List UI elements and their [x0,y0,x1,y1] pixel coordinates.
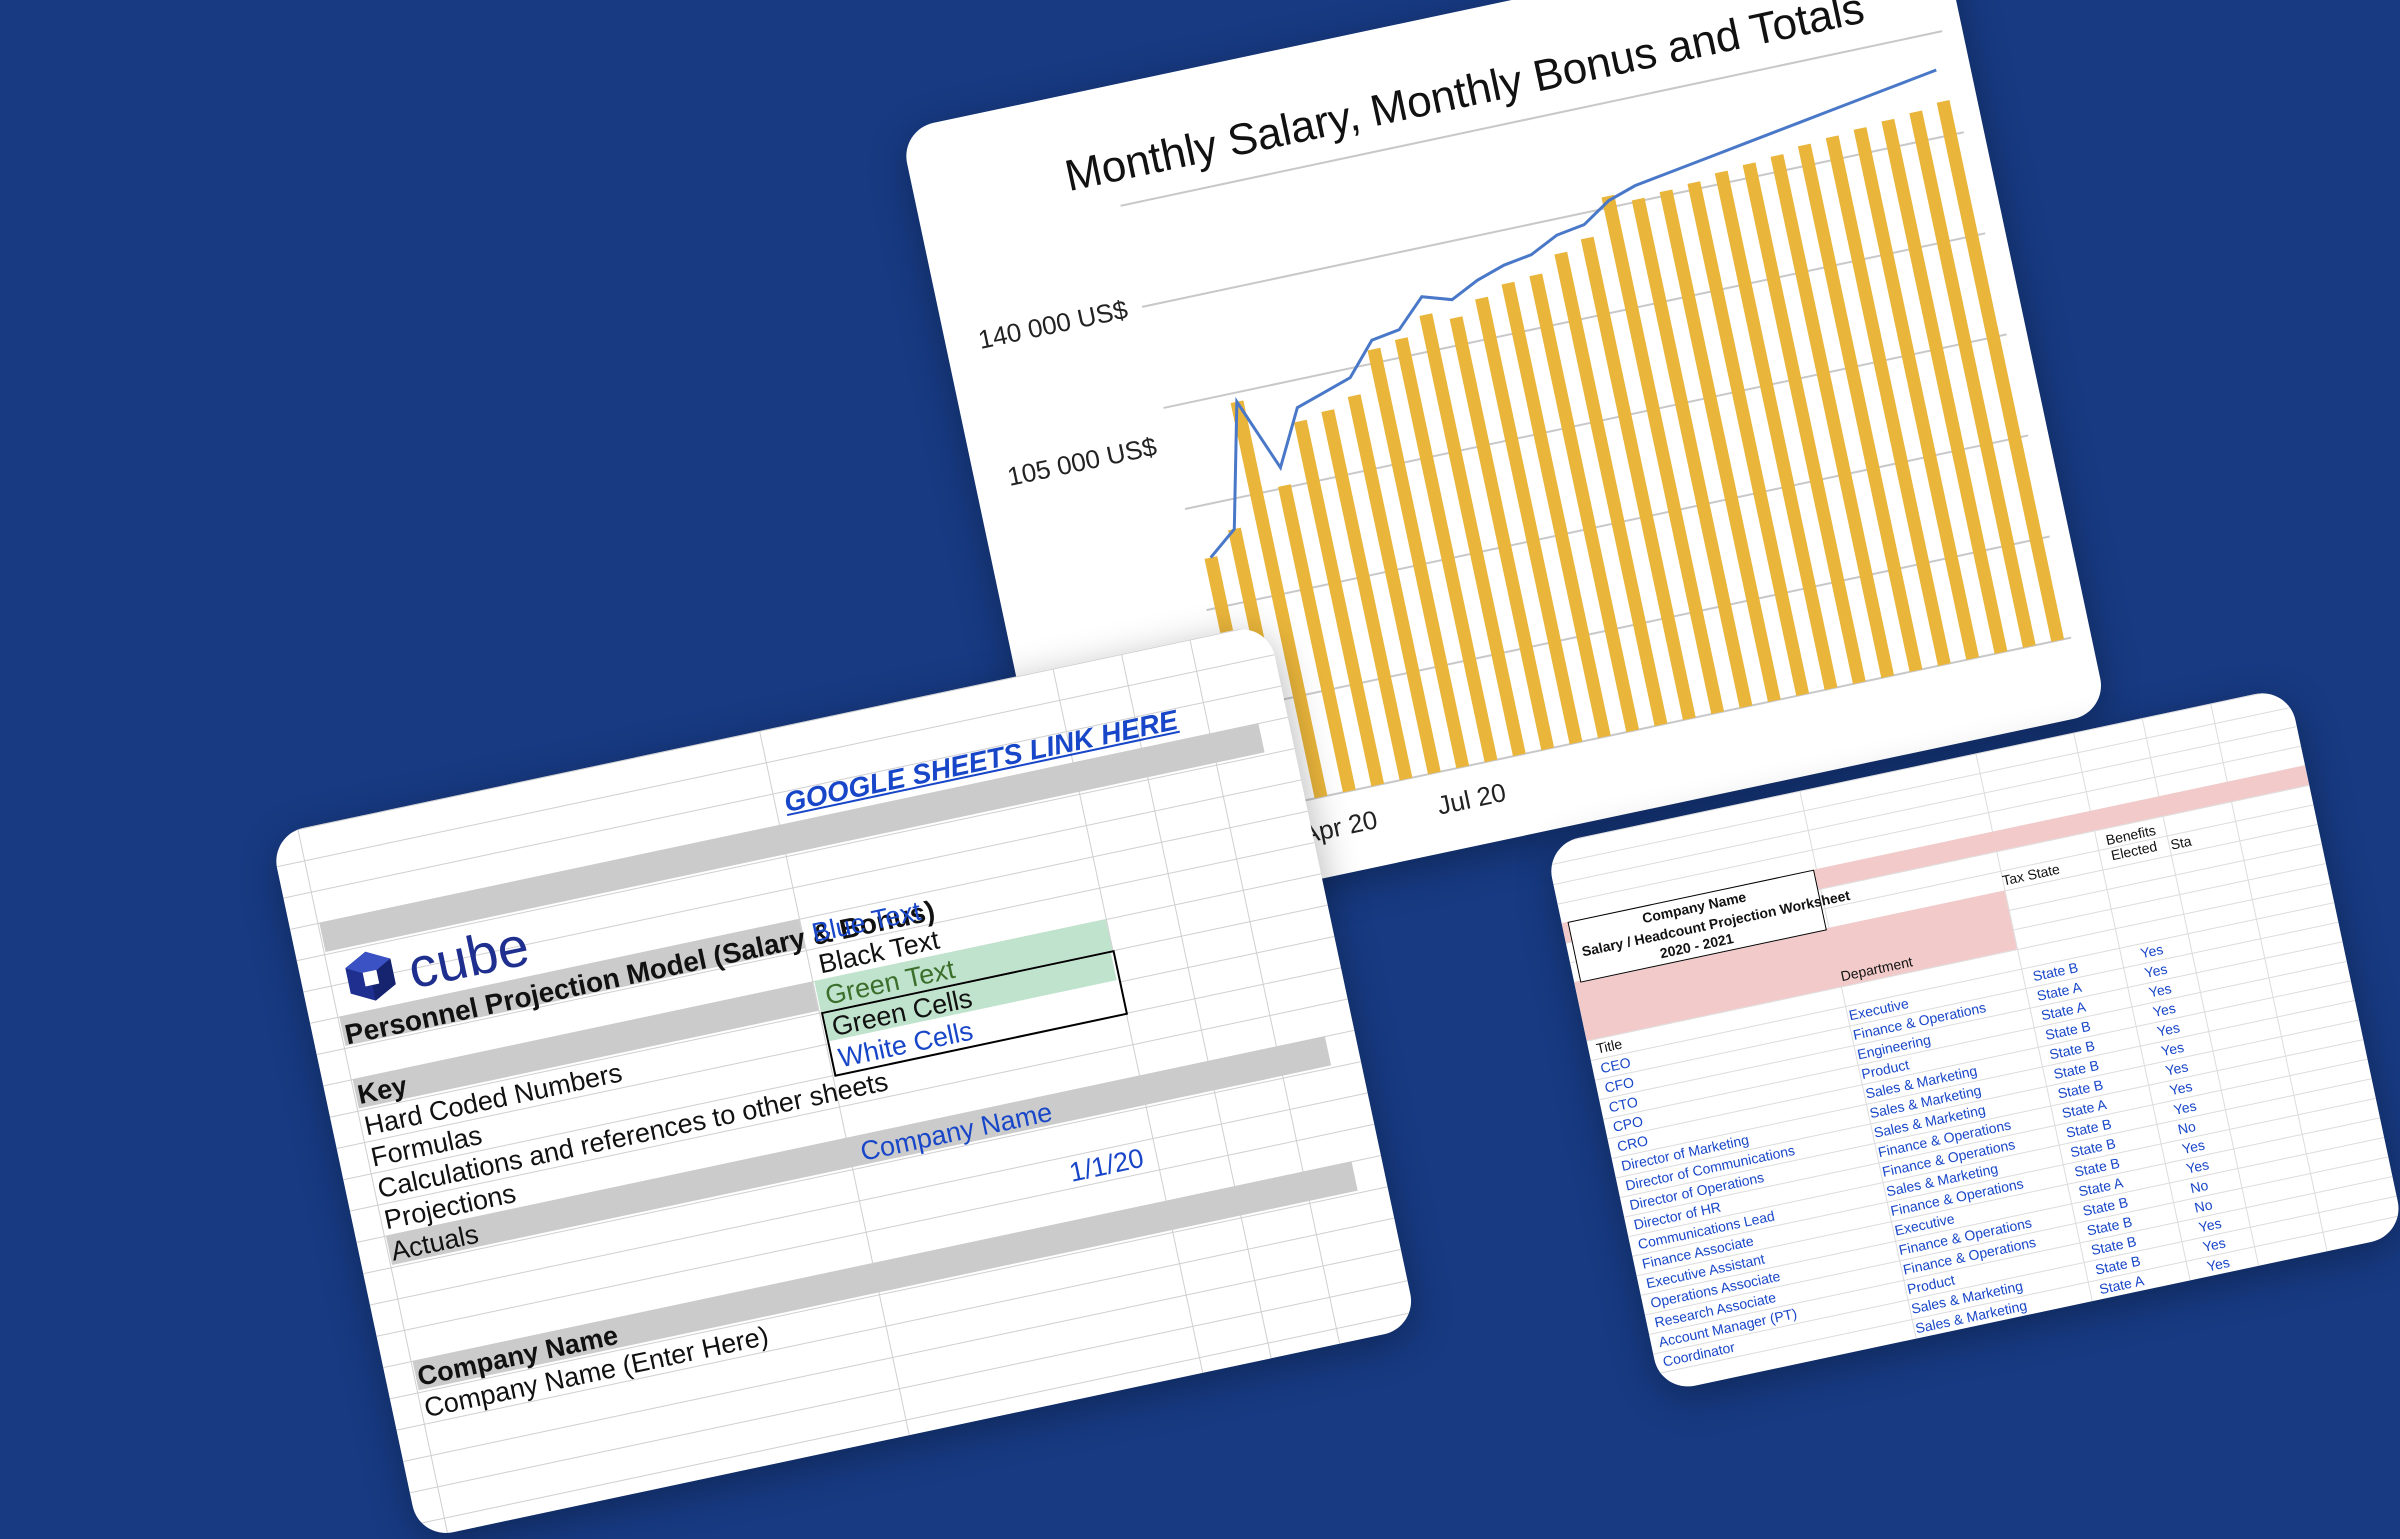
salary-chart: Monthly Salary, Monthly Bonus and Totals… [976,0,2072,849]
hc-cell-benefits: Yes [2184,1156,2211,1177]
hc-cell-benefits: Yes [2201,1234,2227,1255]
chart-bars [1204,100,2065,811]
chart-bar [1601,194,1725,715]
chart-gridline [1120,30,1943,207]
y-tick-label: 140 000 US$ [976,294,1131,355]
hc-cell-benefits: No [2192,1196,2214,1216]
chart-bar [1659,189,1781,703]
chart-bar [1367,347,1470,769]
hc-cell-benefits: Yes [2147,980,2173,1001]
hc-cell-benefits: Yes [2180,1136,2207,1157]
chart-bar [1825,135,1951,666]
hc-cell-benefits: Yes [2168,1077,2194,1099]
chart-bar [1631,197,1753,709]
chart-gridline [1141,131,1964,308]
chart-bar [1501,281,1611,739]
chart-bar [1909,110,2036,648]
chart-bar [1853,127,1980,660]
hc-cell-benefits: Yes [2163,1058,2190,1079]
chart-bar [1321,409,1413,781]
chart-bar [1394,337,1498,763]
chart-bar [1580,236,1696,721]
cube-logo-icon [345,951,396,1001]
hc-cell-benefits: Yes [2155,1019,2182,1040]
chart-bar [1278,484,1356,793]
chart-total-line [1209,68,1937,559]
hc-cell-benefits: Yes [2143,960,2169,981]
chart-bar [1770,154,1895,678]
chart-bar [1419,313,1526,757]
chart-bar [1449,316,1555,751]
chart-bar [1293,419,1385,787]
chart-bar [1797,143,1923,672]
hc-cell-benefits: No [2176,1118,2198,1138]
hc-cell-benefits: Yes [2151,999,2178,1021]
chart-bar [1687,181,1810,697]
chart-bar [1936,100,2065,642]
chart-bar [1554,251,1668,727]
hc-cell-benefits: Yes [2205,1253,2232,1275]
hc-cell-benefits: No [2209,1274,2231,1294]
hc-cell-benefits: Yes [2159,1038,2186,1060]
chart-bar [1529,273,1640,733]
chart-bar [1714,170,1838,690]
x-tick-label: Jul 20 [1434,777,1508,821]
chart-card: Monthly Salary, Monthly Bonus and Totals… [900,0,2108,933]
cube-logo [336,942,405,1011]
hc-cell-benefits: Yes [2172,1097,2198,1118]
hc-cell-benefits: Yes [2138,940,2165,962]
chart-bar [1881,118,2008,654]
chart-bar [1347,394,1441,775]
y-tick-label: 105 000 US$ [1005,431,1160,492]
hc-cell-benefits: No [2188,1176,2210,1197]
chart-lines [1209,68,1937,559]
chart-bar [1742,162,1866,684]
personnel-model-sheet: GOOGLE SHEETS LINK HERE cube Personnel P… [270,622,1418,1539]
hc-cell-benefits: Yes [2197,1214,2223,1236]
chart-bar [1230,400,1328,799]
chart-bar [1475,296,1583,745]
